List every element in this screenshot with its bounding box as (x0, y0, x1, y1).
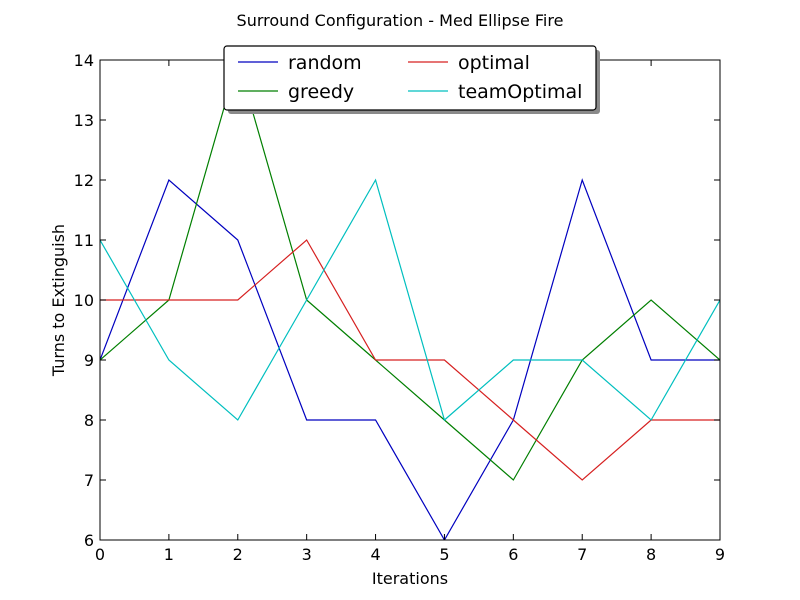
x-tick-label: 6 (508, 545, 518, 564)
y-axis-label: Turns to Extinguish (49, 224, 68, 377)
legend-label-optimal: optimal (458, 52, 530, 74)
x-axis-label: Iterations (372, 569, 448, 588)
x-tick-label: 8 (646, 545, 656, 564)
y-tick-label: 12 (74, 171, 94, 190)
y-tick-label: 14 (74, 51, 94, 70)
legend-label-greedy: greedy (288, 81, 354, 103)
y-tick-label: 8 (84, 411, 94, 430)
y-tick-label: 9 (84, 351, 94, 370)
x-tick-label: 3 (302, 545, 312, 564)
series-line-random (100, 178, 720, 540)
x-tick-label: 1 (164, 545, 174, 564)
x-tick-label: 2 (233, 545, 243, 564)
series-line-greedy (100, 60, 720, 481)
x-tick-label: 9 (715, 545, 725, 564)
y-tick-label: 10 (74, 291, 94, 310)
y-tick-label: 6 (84, 531, 94, 550)
legend-box (223, 45, 597, 111)
legend: random greedy optimal teamOptimal (223, 45, 600, 114)
series-line-optimal (100, 239, 720, 481)
legend-label-teamOptimal: teamOptimal (458, 81, 582, 103)
y-tick-label: 7 (84, 471, 94, 490)
x-tick-label: 4 (370, 545, 380, 564)
x-tick-label: 5 (439, 545, 449, 564)
legend-label-random: random (288, 52, 362, 74)
series-line-teamOptimal (100, 178, 720, 422)
y-tick-label: 11 (74, 231, 94, 250)
x-tick-label: 0 (95, 545, 105, 564)
x-tick-label: 7 (577, 545, 587, 564)
y-tick-label: 13 (74, 111, 94, 130)
chart-title: Surround Configuration - Med Ellipse Fir… (237, 11, 564, 30)
